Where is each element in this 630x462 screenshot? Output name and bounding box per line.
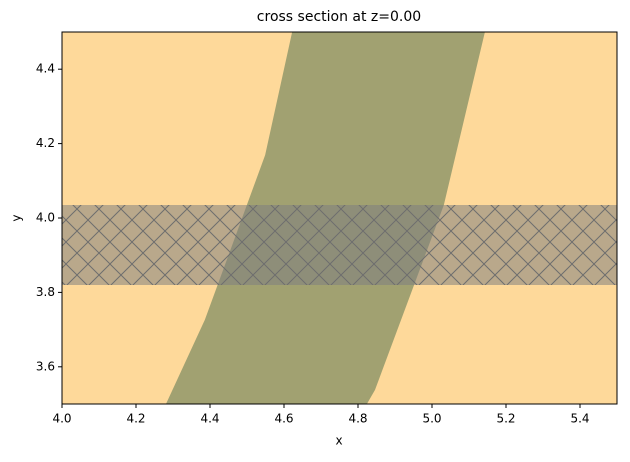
y-tick-label: 3.8 (36, 285, 55, 299)
x-tick-label: 4.4 (200, 412, 219, 426)
x-tick-label: 4.6 (274, 412, 293, 426)
chart-title: cross section at z=0.00 (257, 9, 421, 25)
x-tick-label: 5.4 (570, 412, 589, 426)
x-axis-label: x (335, 434, 342, 448)
hatch-overlay (62, 204, 617, 285)
y-tick-label: 4.0 (36, 211, 55, 225)
x-tick-label: 4.8 (348, 412, 367, 426)
x-tick-label: 4.0 (52, 412, 71, 426)
y-axis-label: y (10, 214, 24, 221)
y-tick-label: 3.6 (36, 359, 55, 373)
x-tick-label: 5.0 (422, 412, 441, 426)
x-tick-label: 5.2 (496, 412, 515, 426)
x-tick-label: 4.2 (126, 412, 145, 426)
plot-area (62, 32, 617, 404)
y-tick-label: 4.4 (36, 62, 55, 76)
y-tick-label: 4.2 (36, 136, 55, 150)
